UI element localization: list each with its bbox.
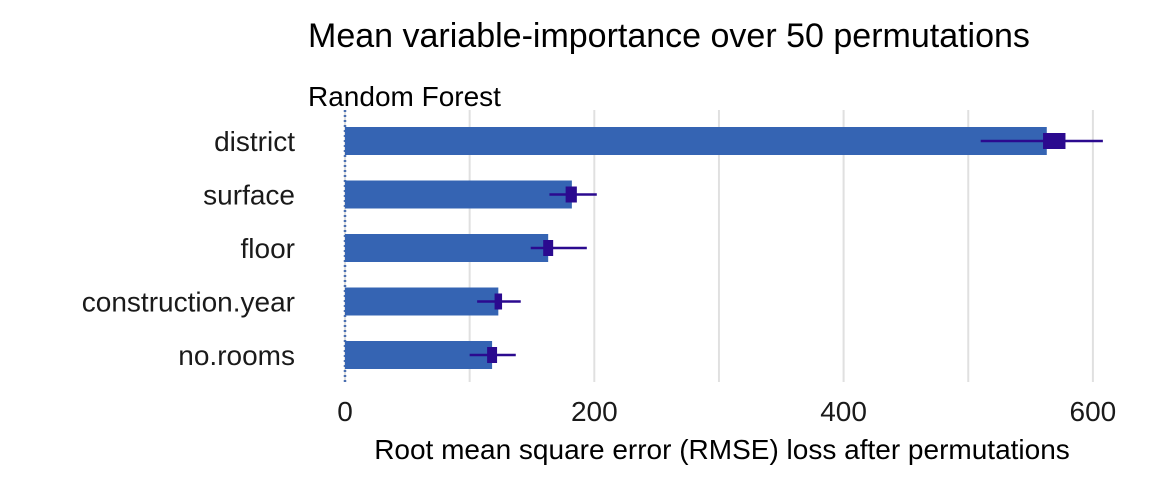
- x-tick-label: 200: [571, 396, 618, 427]
- category-labels: district surface floor construction.year no.…: [82, 126, 295, 371]
- category-label-no-rooms: no.rooms: [178, 340, 295, 371]
- x-tick-label: 0: [337, 396, 353, 427]
- bar-floor: [345, 234, 549, 262]
- category-label-floor: floor: [241, 233, 295, 264]
- bar-surface: [345, 180, 572, 209]
- chart-subtitle: Random Forest: [308, 81, 501, 112]
- grid-lines: [344, 110, 1094, 382]
- interval-box-floor: [543, 240, 554, 256]
- x-tick-label: 400: [820, 396, 867, 427]
- interval-box-surface: [565, 186, 577, 203]
- bar-no-rooms: [345, 341, 493, 369]
- category-label-surface: surface: [203, 180, 295, 211]
- chart-title: Mean variable-importance over 50 permuta…: [308, 17, 1030, 55]
- category-label-district: district: [214, 126, 295, 157]
- category-label-construction-year: construction.year: [82, 287, 295, 318]
- bar-construction-year: [345, 287, 499, 316]
- interval-box-no-rooms: [487, 347, 498, 363]
- tick-labels: 0 200 400 600: [337, 396, 1116, 427]
- interval-box-district: [1043, 133, 1066, 149]
- interval-box-construction-year: [494, 293, 503, 310]
- interval-marks: [469, 133, 1103, 363]
- x-axis-title: Root mean square error (RMSE) loss after…: [374, 434, 1070, 465]
- x-tick-label: 600: [1070, 396, 1117, 427]
- bars: [345, 127, 1047, 369]
- bar-district: [345, 127, 1047, 155]
